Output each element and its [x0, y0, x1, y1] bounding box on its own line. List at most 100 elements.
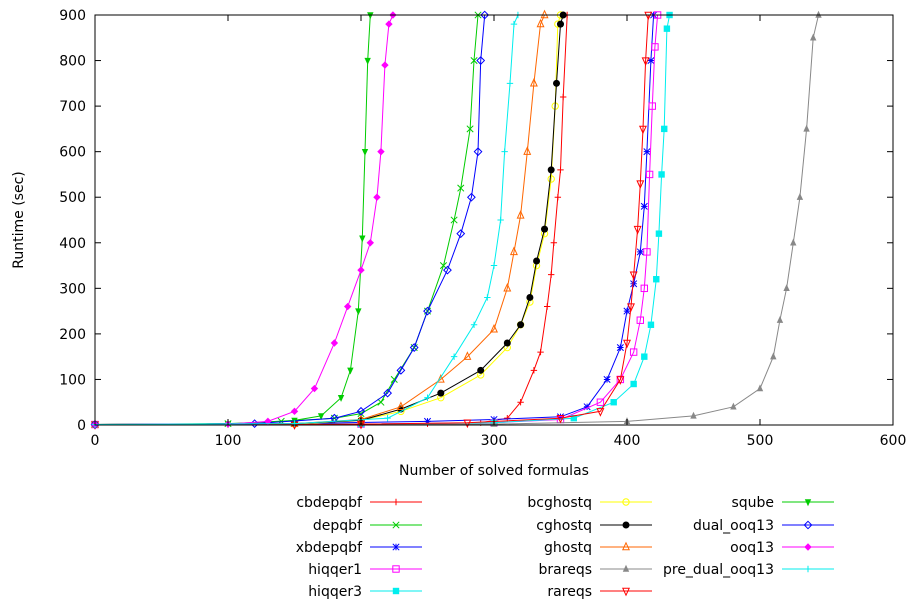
legend-label: cghostq	[536, 518, 592, 534]
data-point-xbdepqbf	[643, 148, 651, 156]
data-point-cghostq	[503, 339, 511, 347]
legend-entry-bcghostq: bcghostq	[527, 495, 652, 511]
data-point-hiqqer1	[651, 43, 659, 51]
data-point-brareqs	[690, 411, 697, 419]
data-point-ghostq	[529, 77, 538, 87]
series-line-ghostq	[94, 14, 893, 425]
y-tick-label: 400	[59, 236, 86, 252]
legend-swatch-marker	[392, 498, 400, 506]
data-point-ghostq	[490, 323, 498, 333]
data-point-hiqqer1	[645, 170, 654, 179]
x-tick-label: 200	[348, 433, 375, 449]
data-point-hiqqer3	[610, 399, 617, 406]
data-point-pre_dual_ooq13	[501, 148, 508, 155]
data-point-xbdepqbf	[623, 307, 631, 315]
data-point-bcghostq	[547, 175, 555, 183]
data-point-cbdepqbf	[550, 239, 558, 246]
data-point-ooq13	[264, 417, 272, 426]
data-point-pre_dual_ooq13	[291, 420, 298, 427]
legend-label: ghostq	[544, 540, 592, 556]
legend-label: hiqqer3	[308, 584, 362, 600]
data-point-depqbf	[450, 216, 458, 224]
data-point-depqbf	[466, 125, 474, 133]
legend-label: hiqqer1	[308, 562, 362, 578]
data-point-sqube	[355, 308, 362, 316]
legend-swatch-marker	[392, 543, 400, 551]
legend-entry-hiqqer3: hiqqer3	[308, 584, 422, 600]
data-point-ooq13	[290, 407, 299, 416]
data-point-dual_ooq13	[383, 388, 393, 398]
data-point-sqube	[337, 394, 345, 402]
data-point-rareqs	[633, 225, 642, 235]
data-point-hiqqer1	[648, 102, 656, 110]
data-point-dual_ooq13	[473, 147, 483, 157]
data-point-cghostq	[526, 293, 534, 301]
data-point-cghostq	[557, 20, 564, 28]
data-point-depqbf	[470, 57, 478, 65]
data-point-pre_dual_ooq13	[497, 216, 504, 224]
legend-entry-xbdepqbf: xbdepqbf	[296, 540, 422, 556]
legend-label: cbdepqbf	[296, 495, 363, 511]
y-tick-label: 500	[59, 190, 86, 206]
legend-swatch-marker	[392, 587, 400, 595]
data-point-cghostq	[553, 79, 561, 87]
data-point-ooq13	[377, 147, 385, 156]
data-point-dual_ooq13	[480, 10, 490, 20]
data-point-xbdepqbf	[423, 417, 432, 425]
x-tick-label: 500	[747, 433, 774, 449]
data-point-ooq13	[373, 193, 381, 201]
data-point-dual_ooq13	[456, 229, 466, 239]
data-point-cghostq	[517, 321, 525, 329]
legend-label: brareqs	[539, 562, 592, 578]
legend-swatch-marker	[804, 565, 812, 573]
data-point-xbdepqbf	[630, 280, 638, 288]
data-point-pre_dual_ooq13	[450, 353, 458, 360]
data-point-cbdepqbf	[544, 303, 551, 310]
data-point-ooq13	[381, 61, 389, 69]
legend-swatch-marker	[392, 521, 400, 529]
data-point-hiqqer3	[655, 230, 663, 237]
data-point-ooq13	[344, 302, 352, 311]
data-point-hiqqer3	[647, 321, 655, 328]
x-tick-label: 600	[880, 433, 907, 449]
data-point-xbdepqbf	[647, 57, 655, 65]
legend: cbdepqbf depqbf xbdepqbf hiqqer1 hiqqer3 bcgh…	[296, 495, 834, 600]
data-point-cbdepqbf	[537, 348, 544, 356]
axis-layer: 0 100 200 300 400 500 600 0 100 200 300 400 500 600 70…	[59, 8, 906, 449]
data-point-sqube	[359, 235, 366, 243]
data-point-rareqs	[623, 339, 631, 349]
x-tick-label: 300	[481, 433, 508, 449]
data-point-dual_ooq13	[476, 56, 486, 65]
legend-entry-ooq13: ooq13	[730, 540, 834, 556]
legend-label: bcghostq	[527, 495, 592, 511]
data-point-dual_ooq13	[409, 343, 419, 352]
data-point-depqbf	[457, 184, 465, 192]
data-point-cbdepqbf	[554, 194, 562, 201]
data-point-ooq13	[385, 20, 393, 28]
data-point-hiqqer3	[641, 353, 648, 360]
legend-entry-depqbf: depqbf	[313, 518, 422, 534]
data-point-pre_dual_ooq13	[484, 294, 491, 301]
legend-swatch-marker	[804, 499, 812, 507]
legend-entry-rareqs: rareqs	[547, 584, 652, 600]
legend-entry-cghostq: cghostq	[536, 518, 652, 534]
data-point-ooq13	[330, 339, 339, 347]
series-ghostq	[91, 9, 893, 428]
legend-entry-ghostq: ghostq	[544, 540, 652, 556]
y-tick-label: 200	[59, 327, 86, 343]
data-point-brareqs	[756, 384, 764, 392]
data-point-hiqqer3	[570, 414, 577, 422]
x-tick-label: 400	[614, 433, 641, 449]
data-point-cbdepqbf	[530, 367, 538, 374]
data-point-xbdepqbf	[640, 202, 648, 210]
data-point-xbdepqbf	[636, 248, 644, 256]
data-point-brareqs	[783, 284, 790, 292]
data-point-dual_ooq13	[423, 306, 432, 316]
legend-label: xbdepqbf	[296, 540, 363, 556]
data-point-ghostq	[536, 18, 545, 28]
data-point-ooq13	[357, 266, 365, 274]
legend-entry-sqube: sqube	[731, 495, 834, 511]
data-point-xbdepqbf	[583, 403, 591, 411]
data-point-sqube	[364, 57, 371, 65]
